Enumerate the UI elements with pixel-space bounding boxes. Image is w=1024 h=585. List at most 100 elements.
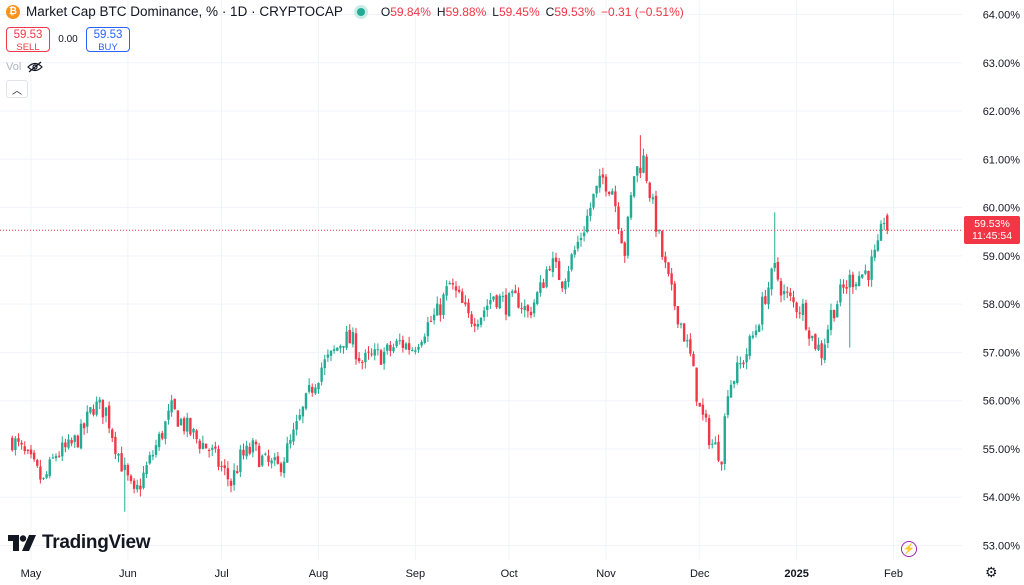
candle-body <box>801 303 805 316</box>
tradingview-logo[interactable]: TradingView <box>8 532 151 554</box>
candle-body <box>576 241 580 249</box>
candle-body <box>442 294 445 315</box>
candle-body <box>532 302 536 314</box>
candle-body <box>748 336 751 356</box>
x-tick-label: Jul <box>215 568 229 580</box>
candle-body <box>323 359 326 369</box>
candle-body <box>548 268 551 271</box>
price-axis[interactable]: 53.00% 54.00% 55.00% 56.00% 57.00% 58.00% 59.0… <box>962 0 1024 560</box>
candle-body <box>439 304 442 316</box>
candlestick-series <box>11 135 889 512</box>
candle-body <box>404 343 408 350</box>
candle-body <box>61 442 64 457</box>
candle-body <box>336 347 339 351</box>
candle-body <box>514 290 517 294</box>
candle-body <box>739 363 742 365</box>
time-axis[interactable]: May Jun Jul Aug Sep Oct Nov Dec 2025 Feb <box>0 560 962 585</box>
candle-body <box>792 297 795 303</box>
price-chart[interactable] <box>0 0 962 560</box>
candle-body <box>226 468 230 480</box>
candle-body <box>186 417 189 432</box>
sell-button[interactable]: 59.53 SELL <box>6 27 50 53</box>
candle-body <box>732 381 736 385</box>
lightning-icon[interactable]: ⚡ <box>901 541 917 557</box>
candle-body <box>351 332 355 345</box>
candle-body <box>445 286 448 296</box>
candle-body <box>761 296 764 325</box>
buy-button[interactable]: 59.53 BUY <box>86 27 130 53</box>
candle-body <box>645 156 648 181</box>
candle-body <box>561 281 564 289</box>
candle-body <box>811 335 814 339</box>
candle-body <box>651 197 655 200</box>
candle-body <box>795 302 798 313</box>
candle-body <box>104 407 108 416</box>
candle-body <box>736 362 739 383</box>
candle-body <box>289 439 292 444</box>
x-tick-label: Dec <box>690 568 710 580</box>
ohlc-open: O59.84% <box>380 4 431 19</box>
candle-body <box>864 270 867 274</box>
candle-body <box>307 385 311 392</box>
gear-icon[interactable]: ⚙ <box>985 564 998 580</box>
candle-body <box>142 472 145 488</box>
candle-body <box>667 262 670 274</box>
candle-body <box>473 323 476 327</box>
candle-body <box>317 383 320 390</box>
candle-body <box>839 284 842 303</box>
eye-off-icon[interactable] <box>27 61 44 73</box>
candle-body <box>132 480 136 489</box>
candle-body <box>629 195 633 218</box>
candle-body <box>661 231 664 258</box>
candle-body <box>239 449 242 472</box>
candle-body <box>707 418 711 446</box>
y-tick-label: 64.00% <box>983 9 1021 21</box>
collapse-legend-button[interactable]: ︿ <box>6 80 28 98</box>
y-tick-label: 59.00% <box>983 251 1021 263</box>
candle-body <box>192 429 195 433</box>
candle-body <box>754 330 758 336</box>
x-tick-label: Nov <box>596 568 616 580</box>
tv-logo-icon <box>8 535 36 551</box>
candle-body <box>451 282 455 285</box>
candle-body <box>820 343 823 359</box>
candle-body <box>270 460 273 464</box>
candle-body <box>314 387 317 394</box>
x-tick-label: Aug <box>309 568 329 580</box>
candle-body <box>845 286 848 289</box>
candle-body <box>276 456 280 464</box>
candle-body <box>251 440 255 453</box>
candle-body <box>236 471 239 474</box>
symbol-title[interactable]: Market Cap BTC Dominance, % · 1D · CRYPT… <box>26 4 343 19</box>
candle-body <box>492 296 495 300</box>
candle-body <box>457 289 461 292</box>
candle-body <box>498 295 501 309</box>
ohlc-values: O59.84% H59.88% L59.45% C59.53% −0.31 (−… <box>381 5 684 19</box>
candle-body <box>311 386 314 393</box>
candle-body <box>757 325 761 332</box>
market-status-icon[interactable] <box>356 7 365 16</box>
candle-body <box>382 351 386 364</box>
candle-body <box>248 446 251 454</box>
candle-body <box>398 340 401 342</box>
candle-body <box>554 257 558 262</box>
candle-body <box>57 455 61 457</box>
candle-body <box>798 312 801 314</box>
y-tick-label: 60.00% <box>983 203 1021 215</box>
candle-body <box>395 340 398 347</box>
candle-body <box>857 276 861 287</box>
candle-body <box>536 292 539 305</box>
volume-indicator[interactable]: Vol <box>6 61 44 73</box>
candle-body <box>151 454 155 457</box>
candle-body <box>429 320 433 322</box>
candle-body <box>23 446 26 452</box>
x-tick-label: Feb <box>884 568 903 580</box>
candle-body <box>201 442 205 449</box>
candle-body <box>370 353 373 355</box>
candle-body <box>164 421 167 439</box>
candle-body <box>692 354 695 367</box>
candle-body <box>679 323 683 325</box>
candle-body <box>348 329 351 344</box>
candle-body <box>32 452 36 460</box>
candle-body <box>861 274 864 278</box>
